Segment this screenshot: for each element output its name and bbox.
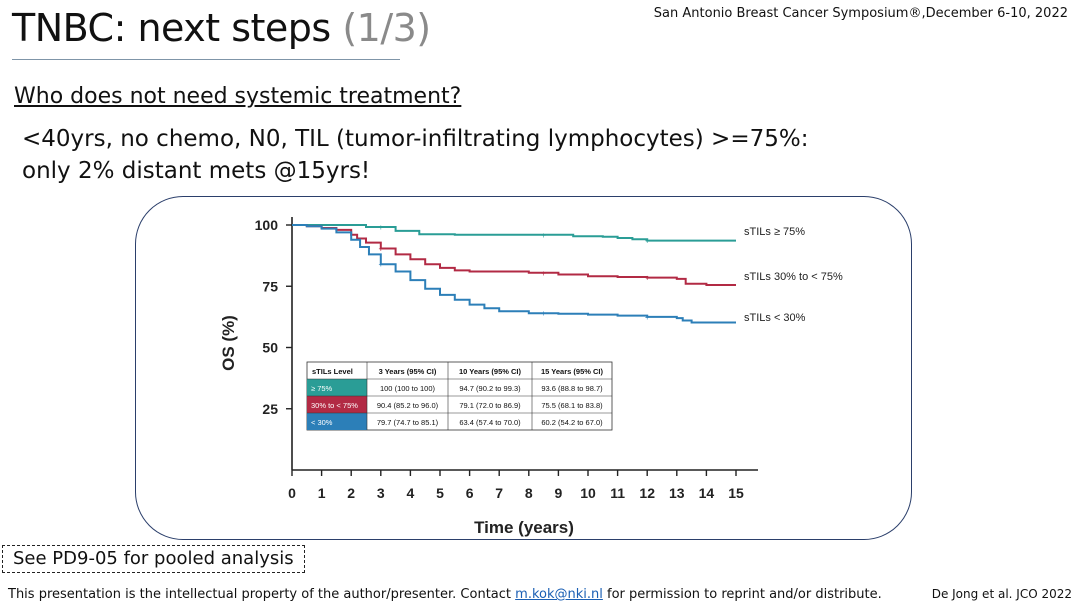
x-tick-label: 2 (347, 485, 355, 501)
x-tick-label: 9 (555, 485, 563, 501)
table-level-swatch (307, 396, 367, 413)
table-level-label: < 30% (311, 418, 333, 427)
series-line-0 (292, 224, 736, 242)
table-header: 3 Years (95% CI) (379, 367, 437, 376)
y-axis-label: OS (%) (219, 315, 238, 371)
x-tick-label: 6 (466, 485, 474, 501)
y-tick-label: 25 (262, 401, 278, 417)
conference-label: San Antonio Breast Cancer Symposium®,Dec… (653, 6, 1068, 21)
key-point-line-2: only 2% distant mets @15yrs! (22, 158, 371, 184)
title-main: TNBC: next steps (12, 6, 331, 50)
title-underline (12, 59, 400, 60)
x-tick-label: 0 (288, 485, 296, 501)
x-tick-label: 1 (318, 485, 326, 501)
censor-mark: + (541, 231, 546, 240)
x-tick-label: 14 (699, 485, 715, 501)
series-label-1: sTILs 30% to < 75% (744, 271, 843, 283)
x-tick-label: 3 (377, 485, 385, 501)
table-level-label: ≥ 75% (311, 384, 333, 393)
x-tick-label: 10 (580, 485, 596, 501)
table-cell: 94.7 (90.2 to 99.3) (459, 384, 521, 393)
table-cell: 100 (100 to 100) (380, 384, 436, 393)
censor-mark: + (378, 245, 383, 254)
table-cell: 93.6 (88.8 to 98.7) (541, 384, 603, 393)
table-cell: 79.1 (72.0 to 86.9) (459, 401, 521, 410)
key-point-line-1: <40yrs, no chemo, N0, TIL (tumor-infiltr… (22, 126, 809, 152)
series-label-2: sTILs < 30% (744, 312, 806, 324)
footer-notice: This presentation is the intellectual pr… (8, 587, 882, 602)
y-tick-label: 75 (262, 278, 278, 294)
table-level-label: 30% to < 75% (311, 401, 358, 410)
table-cell: 79.7 (74.7 to 85.1) (377, 418, 439, 427)
contact-email-link[interactable]: m.kok@nki.nl (515, 587, 603, 602)
censor-mark: + (378, 260, 383, 269)
citation: De Jong et al. JCO 2022 (931, 587, 1072, 601)
table-cell: 75.5 (68.1 to 83.8) (541, 401, 603, 410)
y-tick-label: 100 (255, 217, 279, 233)
footer-suffix: for permission to reprint and/or distrib… (607, 587, 882, 602)
censor-mark: + (645, 274, 650, 283)
censor-mark: + (541, 269, 546, 278)
x-tick-label: 11 (610, 485, 625, 501)
x-tick-label: 13 (669, 485, 685, 501)
series-label-0: sTILs ≥ 75% (744, 226, 805, 238)
table-header: 15 Years (95% CI) (541, 367, 603, 376)
x-tick-label: 15 (728, 485, 744, 501)
censor-mark: + (645, 313, 650, 322)
pooled-analysis-callout: See PD9-05 for pooled analysis (2, 545, 305, 573)
table-header: sTILs Level (312, 367, 353, 376)
x-tick-label: 4 (407, 485, 415, 501)
table-cell: 60.2 (54.2 to 67.0) (541, 418, 603, 427)
table-cell: 63.4 (57.4 to 70.0) (459, 418, 521, 427)
x-tick-label: 5 (436, 485, 444, 501)
x-tick-label: 8 (525, 485, 533, 501)
x-axis-label: Time (years) (474, 518, 574, 537)
series-line-2 (292, 224, 736, 324)
footer-prefix: This presentation is the intellectual pr… (8, 587, 512, 602)
table-cell: 90.4 (85.2 to 96.0) (377, 401, 439, 410)
table-level-swatch (307, 379, 367, 396)
censor-mark: + (541, 309, 546, 318)
censor-mark: + (645, 237, 650, 246)
chart-frame (135, 196, 912, 540)
table-level-swatch (307, 413, 367, 430)
censor-mark: + (378, 223, 383, 232)
x-tick-label: 7 (495, 485, 503, 501)
y-tick-label: 50 (262, 340, 278, 356)
x-tick-label: 12 (639, 485, 655, 501)
question-heading: Who does not need systemic treatment? (14, 84, 462, 109)
table-header: 10 Years (95% CI) (459, 367, 521, 376)
slide-title: TNBC: next steps (1/3) (12, 6, 431, 50)
title-part: (1/3) (342, 6, 431, 50)
